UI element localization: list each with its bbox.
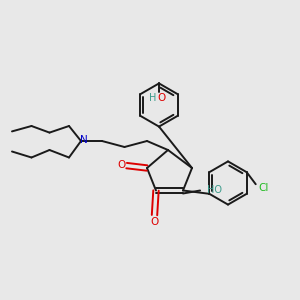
Text: O: O bbox=[117, 160, 125, 170]
Text: HO: HO bbox=[207, 184, 222, 195]
Text: H: H bbox=[149, 93, 156, 103]
Text: O: O bbox=[150, 217, 159, 227]
Text: Cl: Cl bbox=[258, 183, 268, 193]
Text: N: N bbox=[80, 135, 88, 145]
Text: O: O bbox=[157, 93, 166, 103]
